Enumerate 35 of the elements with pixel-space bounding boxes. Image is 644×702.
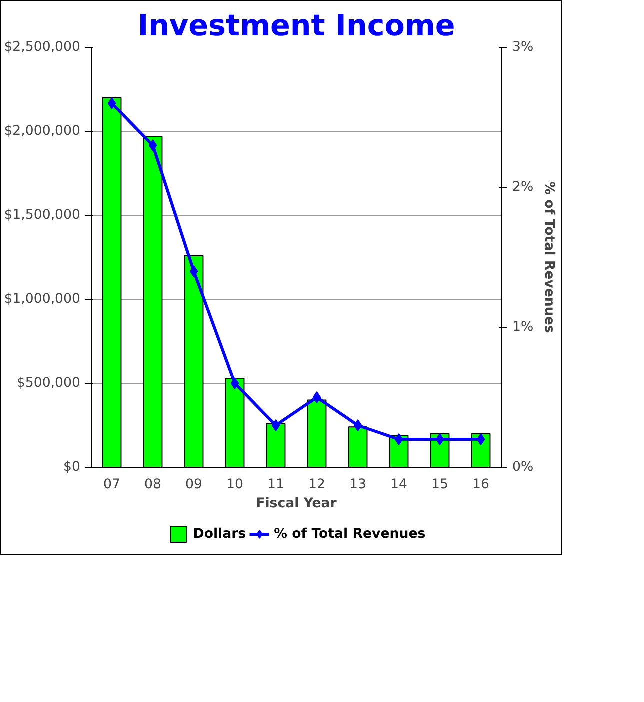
x-tick-label: 09 — [186, 478, 202, 492]
y-tick-label: $500,000 — [16, 376, 81, 391]
point — [476, 434, 486, 446]
x-tick-label: 13 — [350, 478, 366, 492]
x-tick-label: 11 — [268, 478, 284, 492]
x-tick-label: 12 — [308, 478, 326, 492]
point — [312, 392, 322, 404]
x-tick-label: 14 — [390, 478, 408, 492]
point — [436, 434, 444, 446]
y2-tick-label: 2% — [512, 180, 534, 195]
legend-label: Dollars — [193, 526, 246, 542]
point — [108, 98, 116, 110]
point — [230, 378, 240, 390]
y2-tick-label: 3% — [512, 40, 534, 55]
y-tick-label: $1,000,000 — [4, 292, 80, 307]
y2-axis-title: % of Total Revenues — [542, 182, 557, 334]
x-tick-label: 15 — [432, 478, 448, 492]
x-tick-label: 08 — [144, 478, 162, 492]
x-tick-label: 10 — [226, 478, 244, 492]
point — [272, 420, 280, 432]
point — [148, 140, 158, 152]
point — [354, 420, 362, 432]
chart-title: Investment Income — [138, 8, 456, 42]
y2-tick-label: 1% — [512, 320, 534, 335]
y2-tick-label: 0% — [512, 460, 534, 475]
y-tick-label: $0 — [64, 460, 81, 475]
legend-label: % of Total Revenues — [274, 526, 426, 542]
point — [190, 266, 198, 278]
point — [394, 434, 404, 446]
y-tick-label: $2,500,000 — [4, 40, 80, 55]
x-tick-label: 07 — [104, 478, 120, 492]
y-tick-label: $1,500,000 — [4, 208, 80, 223]
x-tick-label: 16 — [472, 478, 490, 492]
x-axis-title: Fiscal Year — [256, 496, 338, 512]
y-tick-label: $2,000,000 — [4, 124, 80, 139]
